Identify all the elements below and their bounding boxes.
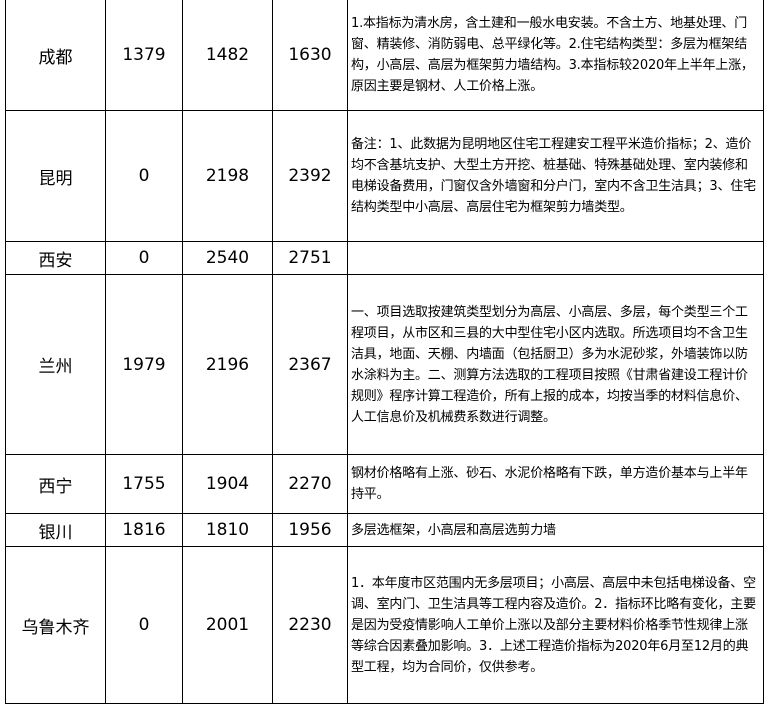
note-cell: 一、项目选取按建筑类型划分为高层、小高层、多层，每个类型三个工程项目，从市区和三… [347, 274, 764, 455]
city-cell: 西宁 [5, 454, 106, 514]
value-cell-3: 2230 [272, 546, 348, 704]
note-cell: 1.本指标为清水房，含土建和一般水电安装。不含土方、地基处理、门窗、精装修、消防… [347, 0, 764, 111]
note-cell [347, 241, 764, 275]
value-cell-1: 0 [105, 241, 183, 275]
value-cell-2: 2001 [182, 546, 273, 704]
value-cell-1: 1979 [105, 274, 183, 455]
city-cell: 银川 [5, 513, 106, 547]
value-cell-3: 2392 [272, 110, 348, 242]
table-row: 西宁 1755 1904 2270 钢材价格略有上涨、砂石、水泥价格略有下跌，单方造价基… [5, 454, 764, 514]
table-row: 兰州 1979 2196 2367 一、项目选取按建筑类型划分为高层、小高层、多层，每个… [5, 274, 764, 455]
value-cell-1: 0 [105, 546, 183, 704]
value-cell-1: 0 [105, 110, 183, 242]
note-cell: 多层选框架，小高层和高层选剪力墙 [347, 513, 764, 547]
value-cell-1: 1816 [105, 513, 183, 547]
value-cell-1: 1755 [105, 454, 183, 514]
value-cell-2: 2540 [182, 241, 273, 275]
value-cell-2: 1904 [182, 454, 273, 514]
cost-index-table: 成都 1379 1482 1630 1.本指标为清水房，含土建和一般水电安装。不含土方、… [5, 0, 764, 704]
value-cell-3: 2367 [272, 274, 348, 455]
value-cell-2: 1810 [182, 513, 273, 547]
note-cell: 备注：1、此数据为昆明地区住宅工程建安工程平米造价指标；2、造价均不含基坑支护、… [347, 110, 764, 242]
value-cell-3: 2751 [272, 241, 348, 275]
table-row: 乌鲁木齐 0 2001 2230 1．本年度市区范围内无多层项目；小高层、高层中未包括电… [5, 546, 764, 704]
value-cell-1: 1379 [105, 0, 183, 111]
city-cell: 成都 [5, 0, 106, 111]
city-cell: 西安 [5, 241, 106, 275]
value-cell-3: 1630 [272, 0, 348, 111]
table-row: 成都 1379 1482 1630 1.本指标为清水房，含土建和一般水电安装。不含土方、… [5, 0, 764, 111]
value-cell-2: 2198 [182, 110, 273, 242]
value-cell-2: 1482 [182, 0, 273, 111]
value-cell-2: 2196 [182, 274, 273, 455]
note-cell: 1．本年度市区范围内无多层项目；小高层、高层中未包括电梯设备、空调、室内门、卫生… [347, 546, 764, 704]
table-row: 西安 0 2540 2751 [5, 241, 764, 275]
city-cell: 昆明 [5, 110, 106, 242]
note-cell: 钢材价格略有上涨、砂石、水泥价格略有下跌，单方造价基本与上半年持平。 [347, 454, 764, 514]
city-cell: 兰州 [5, 274, 106, 455]
value-cell-3: 1956 [272, 513, 348, 547]
table-row: 银川 1816 1810 1956 多层选框架，小高层和高层选剪力墙 [5, 513, 764, 547]
city-cell: 乌鲁木齐 [5, 546, 106, 704]
value-cell-3: 2270 [272, 454, 348, 514]
table-row: 昆明 0 2198 2392 备注：1、此数据为昆明地区住宅工程建安工程平米造价指标；2… [5, 110, 764, 242]
